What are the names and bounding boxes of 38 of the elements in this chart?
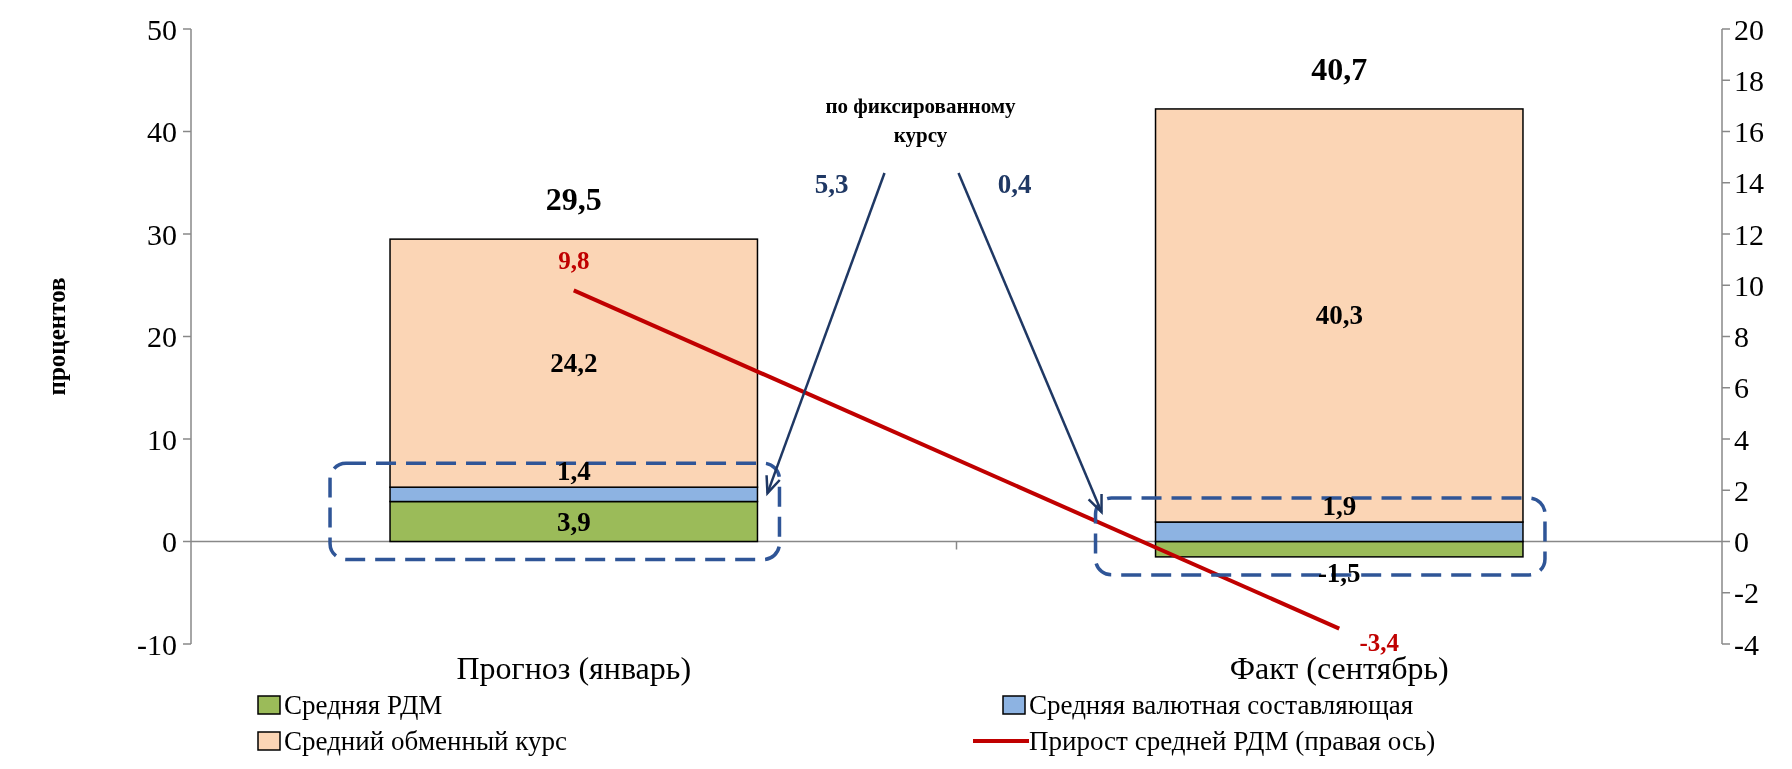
y2-tick-label: -4 (1734, 627, 1759, 661)
y-tick-label: 50 (147, 12, 177, 46)
data-label: -1,5 (1317, 557, 1361, 588)
annotation: по фиксированному курсу (825, 94, 1017, 147)
y2-tick-label: 16 (1734, 115, 1764, 148)
data-label: 3,9 (556, 506, 591, 537)
total-label: 40,7 (1311, 50, 1368, 87)
legend-label: Прирост средней РДМ (правая ось) (1029, 726, 1436, 756)
y2-tick-label: 20 (1734, 12, 1764, 46)
y-tick-label: -10 (137, 627, 177, 661)
legend-label: Средняя валютная составляющая (1029, 690, 1414, 720)
y-tick-label: 20 (147, 320, 177, 353)
y2-tick-label: 2 (1734, 473, 1749, 507)
annotation: 5,3 (814, 169, 849, 199)
x-tick-label: Прогноз (январь) (456, 650, 692, 686)
legend-label: Средний обменный курс (284, 726, 567, 756)
y2-tick-label: 0 (1734, 525, 1749, 558)
data-label: 40,3 (1315, 300, 1363, 331)
y2-tick-label: 6 (1734, 371, 1749, 405)
y2-tick-label: 10 (1734, 268, 1764, 302)
y-tick-label: 10 (147, 422, 177, 456)
y2-tick-label: 14 (1734, 166, 1764, 200)
legend-label: Средняя РДМ (284, 690, 443, 720)
annotation: 0,4 (997, 169, 1032, 199)
y-axis-title: процентов (42, 277, 70, 396)
data-label: 24,2 (550, 348, 598, 379)
y2-tick-label: 4 (1734, 422, 1749, 456)
data-label: 1,9 (1322, 491, 1357, 522)
total-label: 29,5 (545, 181, 602, 218)
y-tick-label: 0 (162, 525, 177, 558)
y-tick-label: 40 (147, 115, 177, 148)
data-label: 9,8 (558, 246, 590, 274)
data-label: 1,4 (556, 456, 591, 487)
y2-tick-label: 12 (1734, 217, 1764, 251)
y2-tick-label: -2 (1734, 576, 1759, 610)
y2-tick-label: 8 (1734, 320, 1749, 353)
y2-tick-label: 18 (1734, 63, 1764, 97)
y-tick-label: 30 (147, 217, 177, 251)
